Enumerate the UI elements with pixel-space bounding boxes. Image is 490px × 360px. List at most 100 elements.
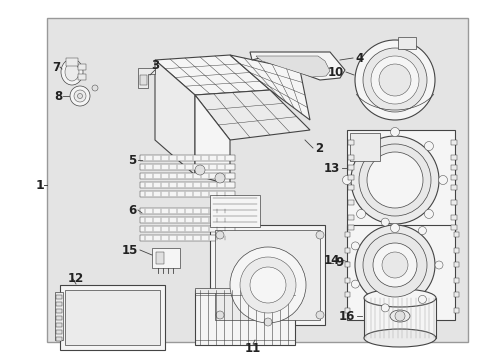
Bar — [56, 337, 62, 341]
Text: 8: 8 — [54, 90, 62, 103]
Bar — [60, 285, 165, 350]
Polygon shape — [256, 56, 330, 77]
Text: 3: 3 — [151, 59, 159, 72]
Bar — [55, 292, 63, 340]
Bar — [345, 232, 350, 237]
Bar — [56, 302, 62, 306]
Bar — [347, 225, 455, 320]
Text: 7: 7 — [52, 60, 60, 73]
Circle shape — [367, 152, 423, 208]
Bar — [451, 215, 457, 220]
Bar — [140, 155, 235, 161]
Bar — [348, 200, 354, 205]
Circle shape — [424, 210, 434, 219]
Bar — [348, 155, 354, 160]
Bar — [345, 248, 350, 253]
Bar — [345, 278, 350, 283]
Circle shape — [373, 243, 417, 287]
Bar — [210, 225, 325, 325]
Circle shape — [382, 252, 408, 278]
Circle shape — [435, 261, 443, 269]
Bar — [56, 309, 62, 313]
Circle shape — [381, 304, 389, 312]
Bar — [140, 173, 235, 179]
Circle shape — [381, 218, 389, 226]
Circle shape — [250, 267, 286, 303]
Ellipse shape — [61, 59, 83, 85]
Text: 11: 11 — [245, 342, 261, 355]
Bar — [66, 58, 78, 66]
Bar — [454, 292, 459, 297]
Polygon shape — [155, 60, 195, 175]
Bar — [348, 185, 354, 190]
Bar — [47, 18, 468, 342]
Circle shape — [215, 173, 225, 183]
Circle shape — [395, 311, 405, 321]
Bar — [348, 175, 354, 180]
Circle shape — [363, 233, 427, 297]
Bar — [56, 295, 62, 299]
Bar — [348, 165, 354, 170]
Text: 15: 15 — [122, 243, 138, 257]
Bar — [348, 225, 354, 230]
Text: 1: 1 — [36, 179, 45, 192]
Circle shape — [216, 311, 224, 319]
Circle shape — [357, 141, 366, 150]
Bar — [451, 200, 457, 205]
Bar — [345, 262, 350, 267]
Polygon shape — [195, 90, 310, 140]
Circle shape — [351, 242, 359, 250]
Bar — [56, 330, 62, 334]
Bar — [451, 140, 457, 145]
Text: 6: 6 — [128, 203, 136, 216]
Ellipse shape — [364, 289, 436, 307]
Circle shape — [216, 231, 224, 239]
Circle shape — [355, 225, 435, 305]
Bar — [454, 262, 459, 267]
Text: 5: 5 — [128, 153, 136, 166]
Ellipse shape — [364, 329, 436, 347]
Circle shape — [343, 176, 351, 185]
Circle shape — [424, 141, 434, 150]
Circle shape — [351, 280, 359, 288]
Circle shape — [74, 90, 86, 102]
Circle shape — [418, 226, 426, 235]
Bar — [345, 308, 350, 313]
Bar — [454, 308, 459, 313]
Bar — [454, 278, 459, 283]
Circle shape — [264, 318, 272, 326]
Bar — [454, 232, 459, 237]
Polygon shape — [138, 68, 155, 88]
Bar — [210, 195, 260, 227]
Bar — [398, 37, 416, 49]
Text: 10: 10 — [328, 66, 344, 78]
Bar — [56, 316, 62, 320]
Circle shape — [316, 231, 324, 239]
Circle shape — [351, 136, 439, 224]
Bar — [140, 208, 235, 214]
Bar — [454, 248, 459, 253]
Bar — [451, 185, 457, 190]
Circle shape — [359, 144, 431, 216]
Ellipse shape — [65, 63, 79, 81]
Bar — [65, 290, 160, 345]
Bar — [451, 165, 457, 170]
Bar — [451, 155, 457, 160]
Circle shape — [230, 247, 306, 323]
Bar — [78, 74, 86, 80]
Bar — [195, 288, 295, 293]
Bar — [56, 323, 62, 327]
Bar — [347, 130, 455, 230]
Circle shape — [391, 224, 399, 233]
Circle shape — [379, 64, 411, 96]
Text: 14: 14 — [323, 253, 340, 266]
Bar — [140, 75, 147, 85]
Bar — [140, 182, 235, 188]
Bar — [140, 164, 235, 170]
Circle shape — [195, 165, 205, 175]
Bar — [140, 226, 235, 232]
Text: 2: 2 — [315, 141, 323, 154]
Bar — [345, 292, 350, 297]
Bar — [195, 290, 295, 345]
Circle shape — [70, 86, 90, 106]
